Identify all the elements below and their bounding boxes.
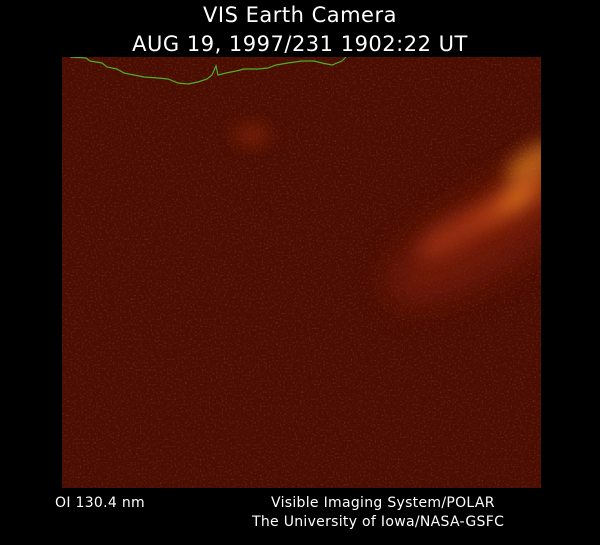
- filter-wavelength-label: OI 130.4 nm: [55, 495, 145, 511]
- earth-camera-image: [62, 57, 541, 488]
- camera-title: VIS Earth Camera: [203, 3, 397, 27]
- institution-credit: The University of Iowa/NASA-GSFC: [252, 514, 505, 530]
- aurora-image-svg: [62, 57, 541, 488]
- aurora-oval: [234, 125, 541, 305]
- observation-timestamp: AUG 19, 1997/231 1902:22 UT: [132, 32, 468, 56]
- instrument-credit: Visible Imaging System/POLAR: [271, 495, 495, 511]
- earth-limb-line: [69, 57, 347, 85]
